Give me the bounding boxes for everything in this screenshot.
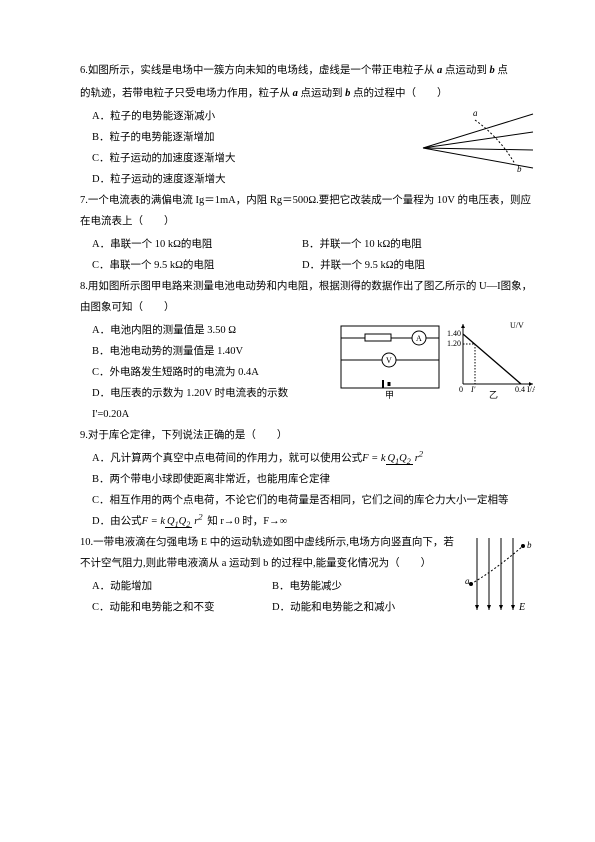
q9-opt-b: B．两个带电小球即使距离非常近，也能用库仑定律: [92, 469, 535, 490]
q9-a-formula: F = k: [362, 453, 385, 464]
q8-fig-x0: 0: [459, 385, 463, 394]
q8-fig-jia: 甲: [385, 390, 394, 400]
q8-stem: 8.用如图所示图甲电路来测量电池电动势和内电阻，根据测得的数据作出了图乙所示的 …: [80, 276, 535, 318]
q6-figure: a b: [415, 106, 535, 176]
q9-a-frac: Q1Q2r2: [386, 450, 426, 467]
q7-opt-a: A．串联一个 10 kΩ的电阻: [92, 234, 302, 255]
q6-b1: b: [490, 65, 495, 76]
q10-fig-b: b: [527, 540, 532, 550]
q9-a-pre: A．凡计算两个真空中点电荷间的作用力，就可以使用公式: [92, 453, 362, 464]
q8-fig-y2: 1.20: [447, 339, 461, 348]
q8-fig-x4: 0.4: [515, 385, 525, 394]
q6-line2: 的轨迹，若带电粒子只受电场力作用，粒子从 a 点运动到 b 点的过程中（ ）: [80, 83, 535, 104]
svg-text:V: V: [386, 356, 392, 365]
q10-opt-a: A．动能增加: [92, 576, 272, 597]
q8-fig-ylabel: U/V: [510, 321, 524, 330]
q6-fig-b: b: [517, 164, 522, 174]
q10-fig-a: a: [465, 576, 470, 586]
q10-opt-b: B．电势能减少: [272, 576, 342, 597]
q7-row2: C．串联一个 9.5 kΩ的电阻D．并联一个 9.5 kΩ的电阻: [92, 255, 535, 276]
q8-fig-yi: 乙: [489, 390, 498, 400]
q8-figure: A V 甲 U/V 1.40 1.20 0 I' 0.4 I/A 乙: [335, 320, 535, 408]
q9-opt-c: C．相互作用的两个点电荷，不论它们的电荷量是否相同，它们之间的库仑力大小一定相等: [92, 490, 535, 511]
q9-d-frac: Q1Q2r2: [165, 513, 205, 530]
q10-fig-e: E: [518, 602, 525, 613]
q6-fig-a: a: [473, 108, 478, 118]
q9-d-formula: F = k: [142, 516, 165, 527]
q9-opt-a: A．凡计算两个真空中点电荷间的作用力，就可以使用公式F = kQ1Q2r2: [92, 448, 535, 469]
q6-stem-e: 点运动到: [298, 88, 345, 99]
q10-opt-c: C．动能和电势能之和不变: [92, 597, 272, 618]
q8-fig-xlabel: I/A: [527, 385, 535, 394]
q6-stem-d: 的轨迹，若带电粒子只受电场力作用，粒子从: [80, 88, 293, 99]
svg-text:A: A: [416, 334, 422, 343]
q8-fig-y1: 1.40: [447, 329, 461, 338]
q7-opt-c: C．串联一个 9.5 kΩ的电阻: [92, 255, 302, 276]
q7-stem: 7.一个电流表的满偏电流 Ig＝1mA，内阻 Rg＝500Ω.要把它改装成一个量…: [80, 190, 535, 232]
q7-opt-d: D．并联一个 9.5 kΩ的电阻: [302, 255, 425, 276]
q8-fig-xi: I': [470, 385, 476, 394]
q7-row1: A．串联一个 10 kΩ的电阻B．并联一个 10 kΩ的电阻: [92, 234, 535, 255]
q9-stem: 9.对于库仑定律，下列说法正确的是（ ）: [80, 425, 535, 446]
q6: 6.如图所示，实线是电场中一簇方向未知的电场线，虚线是一个带正电粒子从 a 点运…: [80, 60, 535, 81]
q10-opt-d: D．动能和电势能之和减小: [272, 597, 395, 618]
q6-stem-a: 6.如图所示，实线是电场中一簇方向未知的电场线，虚线是一个带正电粒子从: [80, 65, 437, 76]
q7-opt-b: B．并联一个 10 kΩ的电阻: [302, 234, 422, 255]
q10-figure: a b E: [465, 532, 535, 622]
q6-stem-f: 点的过程中（ ）: [350, 88, 447, 99]
q9-opt-d: D．由公式F = kQ1Q2r2 知 r→0 时，F→∞: [92, 511, 535, 532]
q6-stem-c: 点: [497, 65, 508, 76]
q6-stem-b: 点运动到: [442, 65, 489, 76]
q9-d-pre: D．由公式: [92, 516, 142, 527]
q9-d-post: 知 r→0 时，F→∞: [205, 516, 287, 527]
